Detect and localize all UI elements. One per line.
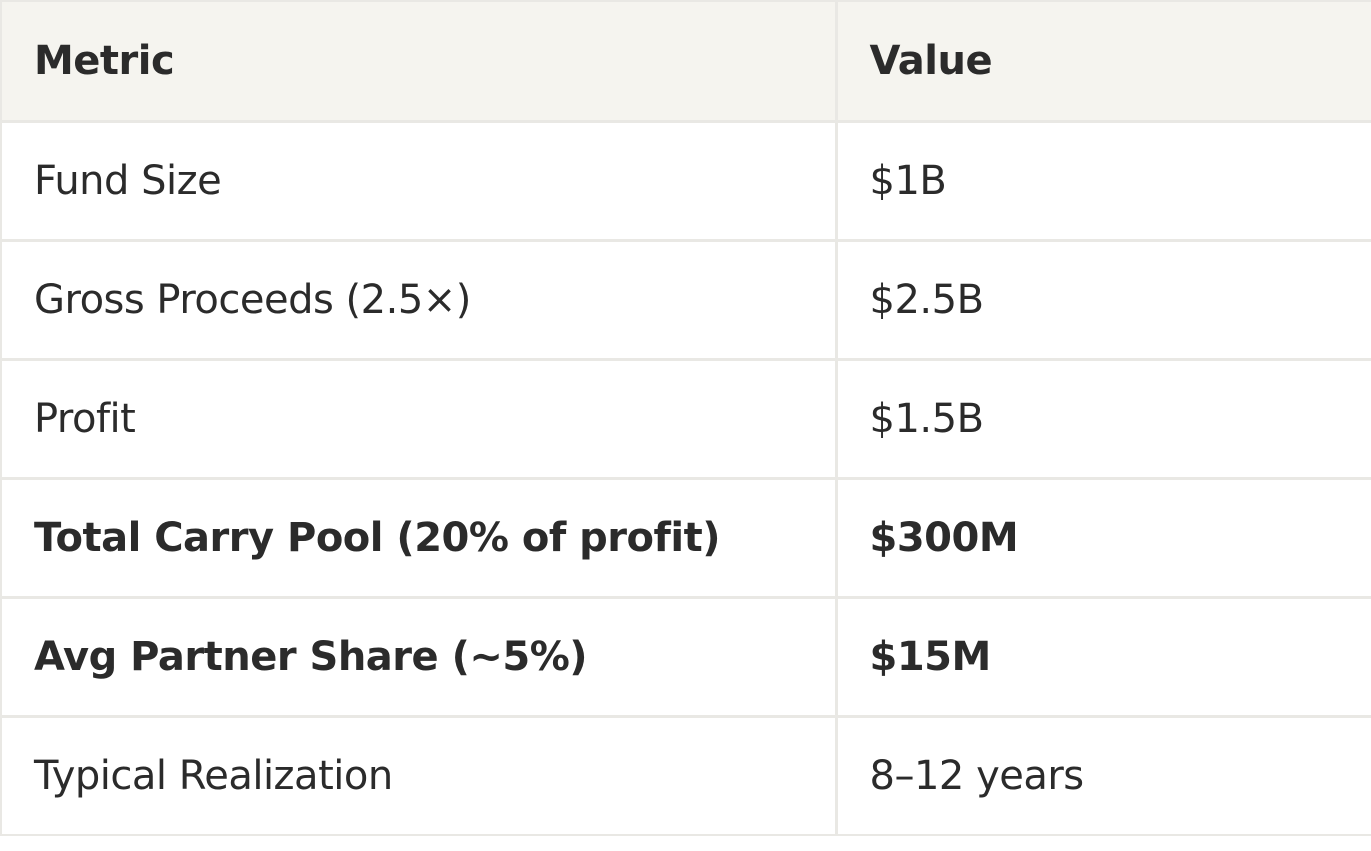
metric-cell: Profit (0, 358, 838, 480)
metric-cell: Fund Size (0, 120, 838, 242)
table-row: Profit $1.5B (0, 358, 1371, 480)
table-row: Total Carry Pool (20% of profit) $300M (0, 477, 1371, 599)
table-row: Avg Partner Share (~5%) $15M (0, 596, 1371, 718)
table-body: Fund Size $1B Gross Proceeds (2.5×) $2.5… (0, 120, 1371, 836)
value-cell: $15M (834, 596, 1371, 718)
table-row: Typical Realization 8–12 years (0, 715, 1371, 836)
metric-cell: Gross Proceeds (2.5×) (0, 239, 838, 361)
table-row: Fund Size $1B (0, 120, 1371, 242)
header-row: Metric Value (0, 0, 1371, 123)
value-cell: $300M (834, 477, 1371, 599)
metric-cell: Total Carry Pool (20% of profit) (0, 477, 838, 599)
header-metric: Metric (0, 0, 838, 123)
value-cell: $1.5B (834, 358, 1371, 480)
table-row: Gross Proceeds (2.5×) $2.5B (0, 239, 1371, 361)
value-cell: $2.5B (834, 239, 1371, 361)
header-value: Value (834, 0, 1371, 123)
value-cell: 8–12 years (834, 715, 1371, 836)
value-cell: $1B (834, 120, 1371, 242)
metric-cell: Typical Realization (0, 715, 838, 836)
metric-cell: Avg Partner Share (~5%) (0, 596, 838, 718)
table-header: Metric Value (0, 0, 1371, 123)
